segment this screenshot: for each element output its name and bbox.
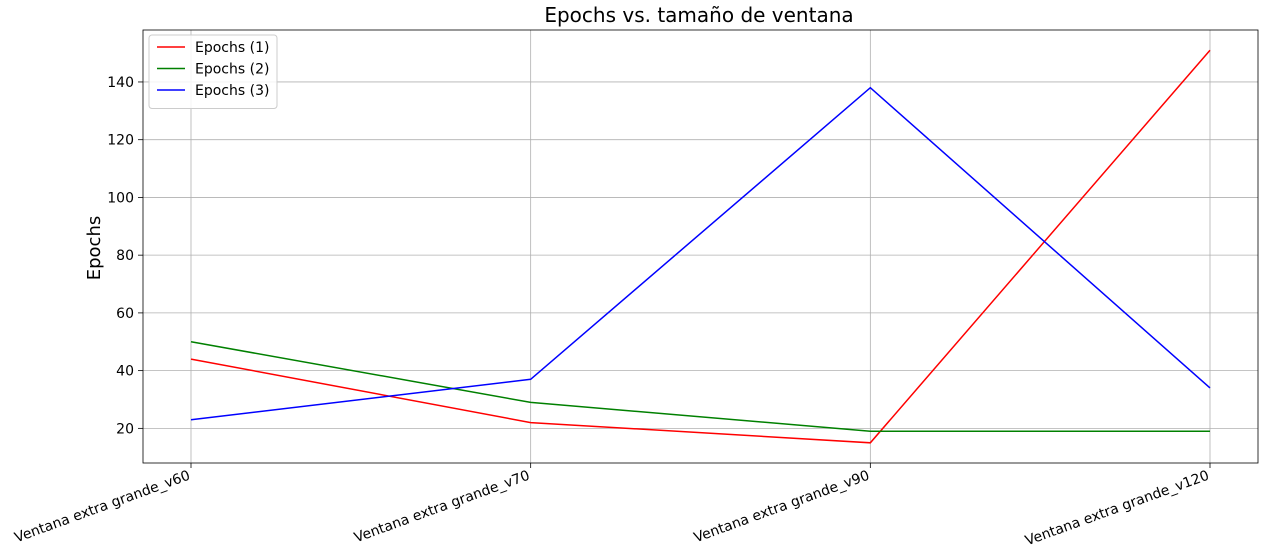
series-line-2	[190, 341, 1210, 432]
plot-frame	[142, 29, 1259, 464]
series-lines	[190, 49, 1211, 444]
y-tick-label: 100	[107, 190, 134, 206]
x-tick-label: Ventana extra grande_v70	[352, 468, 532, 547]
legend-label: Epochs (1)	[195, 40, 269, 56]
x-tick-label: Ventana extra grande_v60	[13, 468, 193, 547]
legend-label: Epochs (2)	[195, 62, 269, 78]
y-tick-label: 120	[107, 133, 134, 149]
legend: Epochs (1) Epochs (2) Epochs (3)	[148, 34, 278, 109]
x-tick-label: Ventana extra grande_v90	[692, 468, 872, 547]
series-line-1	[190, 49, 1211, 444]
legend-label: Epochs (3)	[195, 83, 269, 99]
y-tick-label: 140	[107, 75, 134, 91]
chart-title: Epochs vs. tamaño de ventana	[544, 3, 853, 27]
y-tick-label: 60	[116, 306, 134, 322]
y-tick-label: 80	[116, 248, 134, 264]
series-line-3	[190, 86, 1211, 421]
y-tick-label: 20	[116, 421, 134, 437]
y-axis-label: Epochs	[84, 216, 105, 281]
grid-lines	[143, 30, 1258, 463]
y-tick-label: 40	[116, 364, 134, 380]
x-tick-label: Ventana extra grande_v120	[1023, 468, 1211, 550]
